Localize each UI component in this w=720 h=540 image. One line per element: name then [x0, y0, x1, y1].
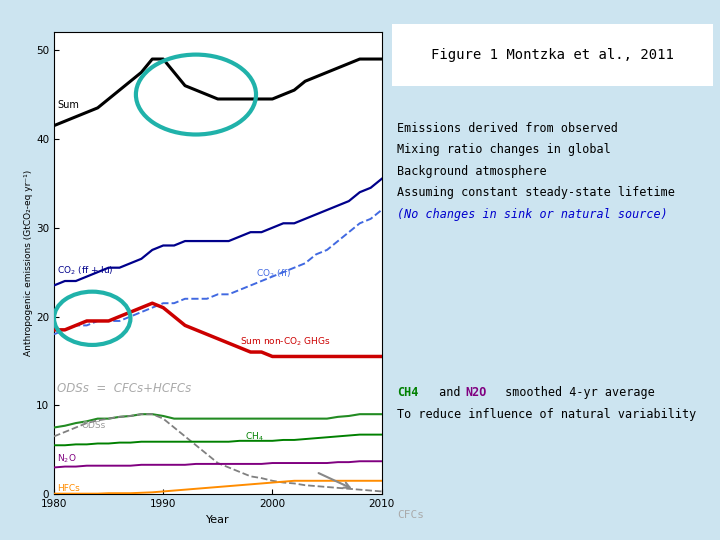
Text: CO$_2$ (ff + lu): CO$_2$ (ff + lu)	[58, 265, 114, 278]
Text: Figure 1 Montzka et al., 2011: Figure 1 Montzka et al., 2011	[431, 49, 674, 62]
Text: and: and	[432, 386, 467, 399]
Text: ODSs: ODSs	[81, 421, 106, 429]
Text: CFCs: CFCs	[397, 510, 425, 521]
Text: ODSs  =  CFCs+HCFCs: ODSs = CFCs+HCFCs	[58, 382, 192, 395]
Text: CH$_4$: CH$_4$	[245, 430, 264, 443]
Text: Sum: Sum	[58, 100, 79, 110]
Text: N$_2$O: N$_2$O	[58, 452, 77, 465]
Text: Background atmosphere: Background atmosphere	[397, 165, 547, 178]
Text: Sum non-CO$_2$ GHGs: Sum non-CO$_2$ GHGs	[240, 336, 330, 348]
Text: HFCs: HFCs	[58, 484, 80, 494]
Text: Assuming constant steady-state lifetime: Assuming constant steady-state lifetime	[397, 186, 675, 199]
Text: To reduce influence of natural variability: To reduce influence of natural variabili…	[397, 408, 697, 421]
Y-axis label: Anthropogenic emissions (GtCO₂-eq yr⁻¹): Anthropogenic emissions (GtCO₂-eq yr⁻¹)	[24, 170, 33, 356]
X-axis label: Year: Year	[206, 515, 230, 524]
Text: smoothed 4-yr average: smoothed 4-yr average	[498, 386, 655, 399]
Text: Emissions derived from observed: Emissions derived from observed	[397, 122, 618, 134]
Text: CO$_2$ (ff): CO$_2$ (ff)	[256, 267, 291, 280]
Text: (No changes in sink or natural source): (No changes in sink or natural source)	[397, 208, 668, 221]
Text: Mixing ratio changes in global: Mixing ratio changes in global	[397, 143, 611, 156]
Text: CH4: CH4	[397, 386, 419, 399]
Text: N2O: N2O	[465, 386, 487, 399]
